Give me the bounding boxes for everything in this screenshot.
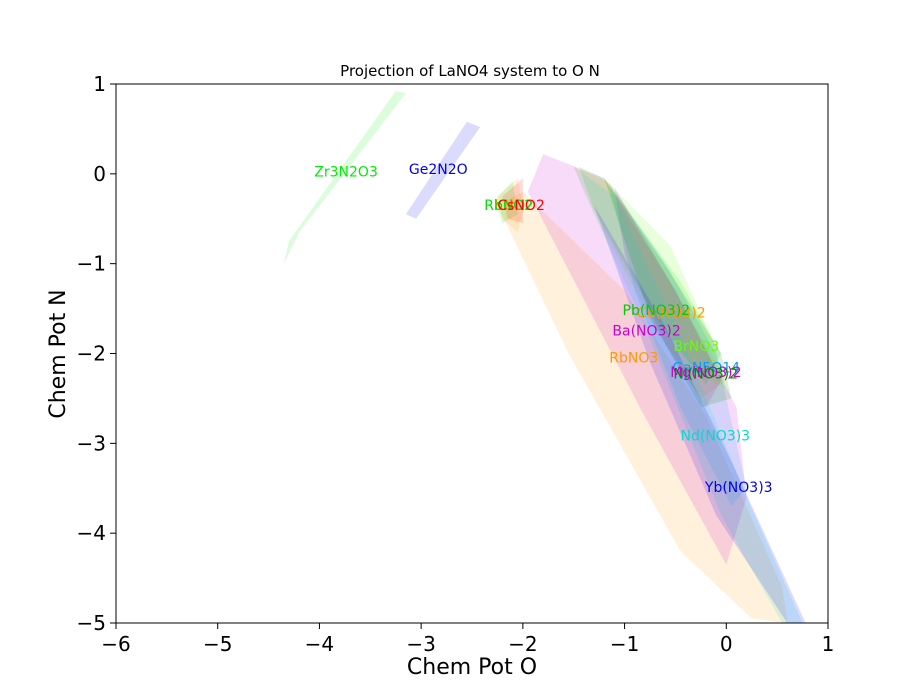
region-rbno3	[497, 191, 788, 624]
region-ge2n2o	[405, 121, 481, 219]
region-label-zr3n2o3: Zr3N2O3	[314, 165, 378, 181]
region-mg-no3-2	[614, 187, 722, 408]
x-tick-label: −4	[305, 632, 334, 656]
region-csno2	[502, 178, 523, 224]
region-label-rbno2: RbNO2	[484, 198, 533, 214]
x-tick-label: −1	[610, 632, 639, 656]
y-axis-label: Chem Pot N	[46, 289, 71, 418]
y-tick-label: −5	[77, 611, 106, 635]
y-tick-label: 0	[93, 162, 106, 186]
y-tick-label: −3	[77, 431, 106, 455]
region-label-brno3: BrNO3	[673, 339, 719, 355]
x-tick-label: −6	[101, 632, 130, 656]
region-kno2	[497, 178, 523, 233]
chart-title: Projection of LaNO4 system to O N	[340, 62, 600, 80]
y-tick-label: −4	[77, 521, 106, 545]
x-tick-label: −5	[203, 632, 232, 656]
region-labels-layer: RbNO3 Ba(NO3)2 Cd(NO3)2Pb(NO3)2 BrNO3 GaN5O1…	[314, 162, 772, 496]
x-tick-label: −3	[406, 632, 435, 656]
x-axis-ticks: −6 −5 −4 −3 −2 −1 0 1	[101, 623, 834, 656]
region-label-csno2: CsNO2	[497, 198, 544, 214]
region-label-ba-no3-2: Ba(NO3)2	[612, 324, 680, 340]
region-gan5o14	[609, 182, 747, 507]
region-label-ni-no3-2: Ni(NO3)2	[673, 367, 738, 383]
region-pb-no3-2	[578, 166, 722, 385]
region-brno3	[604, 178, 727, 390]
region-yb-no3-3	[594, 205, 806, 624]
y-axis-ticks: 1 0 −1 −2 −3 −4 −5	[77, 72, 116, 635]
region-label-nd-no3-3: Nd(NO3)3	[681, 429, 751, 445]
x-tick-label: 0	[720, 632, 733, 656]
region-label-gan5o14: GaN5O14	[672, 360, 740, 376]
region-label-pb-no3-2: Pb(NO3)2	[623, 303, 691, 319]
region-label-cd-no3-2: Cd(NO3)2	[637, 306, 706, 322]
region-nd-no3-3	[573, 166, 803, 623]
y-tick-label: −1	[77, 252, 106, 276]
region-rbno2	[494, 181, 518, 224]
region-label-mg-no3-2: Mg(NO3)2	[670, 365, 741, 381]
region-label-rbno3: RbNO3	[609, 351, 658, 367]
x-axis-label: Chem Pot O	[407, 655, 537, 680]
x-tick-label: 1	[822, 632, 835, 656]
region-ba-no3-2	[527, 154, 747, 565]
region-label-kno2: KNO2	[494, 198, 534, 214]
region-label-ge2n2o: Ge2N2O	[409, 162, 468, 178]
region-zr3n2o3	[283, 91, 406, 264]
region-ni-no3-2	[604, 178, 732, 408]
y-tick-label: 1	[93, 72, 106, 96]
y-tick-label: −2	[77, 342, 106, 366]
x-tick-label: −2	[508, 632, 537, 656]
region-cd-no3-2	[573, 166, 727, 399]
region-label-yb-no3-3: Yb(NO3)3	[704, 480, 773, 496]
regions-layer	[283, 91, 806, 624]
